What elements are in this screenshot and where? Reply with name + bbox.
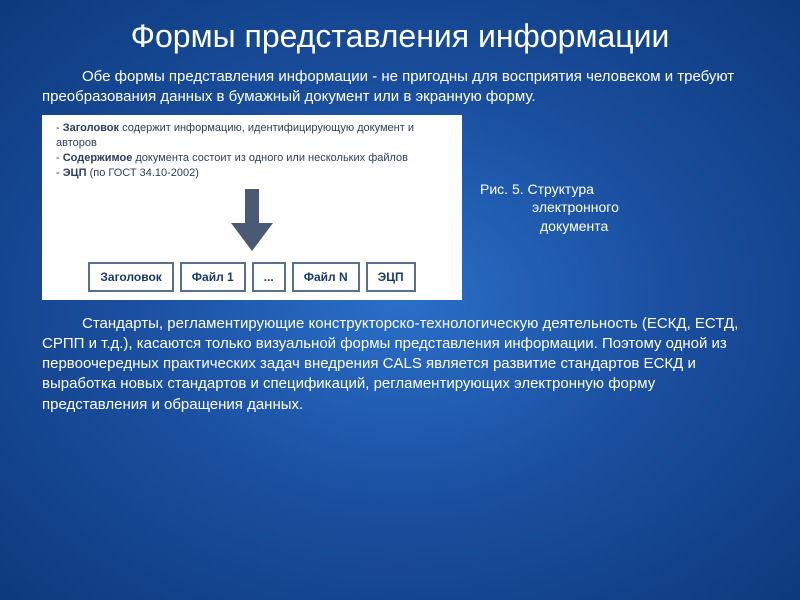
file-cell: ... [252,262,286,292]
arrow-down-icon [50,187,454,260]
list-item: ЭЦП (по ГОСТ 34.10-2002) [56,166,454,181]
list-item: Содержимое документа состоит из одного и… [56,151,454,166]
file-cell-header: Заголовок [88,262,173,292]
body-paragraph: Стандарты, регламентирующие конструкторс… [42,314,758,415]
file-cell: Файл 1 [180,262,246,292]
bullet-list: Заголовок содержит информацию, идентифиц… [50,121,454,180]
page-title: Формы представления информации [42,18,758,55]
file-cell: Файл N [292,262,360,292]
figure-caption: Рис. 5. Структура электронного документа [480,180,619,235]
file-cell-signature: ЭЦП [366,262,416,292]
intro-paragraph: Обе формы представления информации - не … [42,67,758,108]
list-item: Заголовок содержит информацию, идентифиц… [56,121,454,151]
file-row: Заголовок Файл 1 ... Файл N ЭЦП [50,260,454,292]
diagram-row: Заголовок содержит информацию, идентифиц… [42,115,758,299]
diagram-box: Заголовок содержит информацию, идентифиц… [42,115,462,299]
